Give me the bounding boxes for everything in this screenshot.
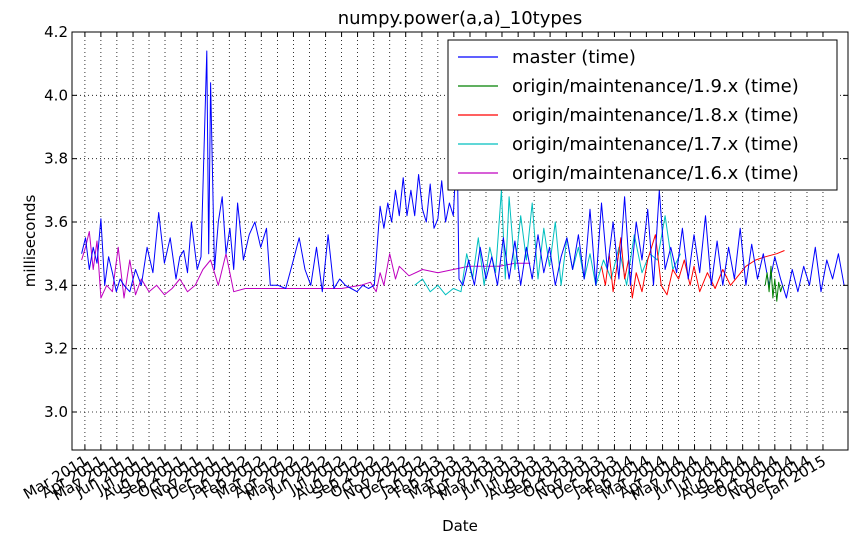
legend-label: origin/maintenance/1.7.x (time)	[512, 134, 799, 155]
series-line-origin-maintenance-1-9-x	[764, 265, 783, 302]
series-layer	[81, 50, 845, 302]
y-tick-label: 3.8	[44, 150, 68, 168]
y-tick-label: 3.2	[44, 340, 68, 358]
ticks	[72, 31, 848, 450]
legend-label: origin/maintenance/1.8.x (time)	[512, 105, 799, 126]
y-tick-label: 4.0	[44, 86, 68, 104]
y-tick-label: 3.6	[44, 213, 68, 231]
y-tick-label: 3.0	[44, 403, 68, 421]
x-axis-label: Date	[442, 517, 478, 535]
series-line-master	[81, 50, 845, 299]
series-line-origin-maintenance-1-6-x	[81, 231, 531, 299]
chart-title: numpy.power(a,a)_10types	[338, 8, 583, 29]
legend-box	[447, 39, 838, 191]
series-line-origin-maintenance-1-8-x	[601, 234, 785, 299]
y-tick-label: 3.4	[44, 276, 68, 294]
legend: master (time) origin/maintenance/1.9.x (t…	[447, 39, 838, 191]
legend-label: master (time)	[512, 47, 636, 68]
y-tick-labels: 3.0 3.2 3.4 3.6 3.8 4.0 4.2	[44, 23, 68, 421]
y-axis-label: milliseconds	[21, 195, 39, 288]
legend-label: origin/maintenance/1.6.x (time)	[512, 163, 799, 184]
axes-frame	[71, 31, 849, 451]
legend-label: origin/maintenance/1.9.x (time)	[512, 76, 799, 97]
y-tick-label: 4.2	[44, 23, 68, 41]
